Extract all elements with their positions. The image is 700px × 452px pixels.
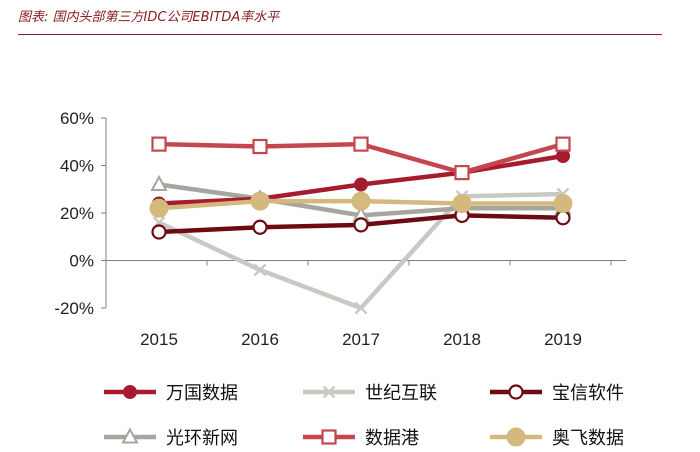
legend-item: 万国数据	[104, 383, 238, 404]
series-5	[151, 136, 571, 181]
data-point	[252, 138, 268, 155]
legend-label: 宝信软件	[552, 383, 624, 404]
data-point	[250, 191, 270, 211]
marker-stroke	[322, 385, 336, 399]
legend-item: 宝信软件	[490, 383, 624, 404]
legend-item: 奥飞数据	[490, 427, 624, 449]
y-tick-label: 20%	[60, 204, 94, 223]
data-point	[555, 210, 571, 226]
legend-label: 光环新网	[166, 428, 238, 449]
data-point	[150, 174, 168, 191]
legend-label: 万国数据	[166, 383, 238, 404]
data-point	[454, 165, 470, 181]
chart-axes: -20% 0% 20% 40% 60% 2015 2016 2017 2018 2019	[54, 109, 626, 349]
data-point	[351, 191, 371, 211]
legend-marker	[506, 427, 526, 447]
marker-stroke	[354, 301, 368, 315]
data-point	[149, 198, 169, 218]
data-point	[353, 136, 369, 152]
legend-item: 数据港	[303, 428, 419, 449]
legend-label: 世纪互联	[365, 383, 437, 404]
chart-series	[149, 136, 573, 315]
y-tick-label: 40%	[60, 157, 94, 176]
x-tick-label: 2015	[140, 330, 178, 349]
legend-marker	[321, 429, 337, 445]
x-tick-label: 2016	[241, 330, 279, 349]
data-point	[553, 194, 573, 213]
figure-title: 图表: 国内头部第三方IDC公司EBITDA率水平	[18, 10, 280, 25]
legend-label: 数据港	[365, 428, 419, 449]
data-point	[252, 219, 268, 235]
series-6	[149, 191, 573, 218]
data-point	[452, 194, 472, 213]
y-tick-label: 0%	[69, 252, 94, 271]
legend-item: 世纪互联	[303, 383, 437, 404]
data-point	[253, 263, 267, 277]
x-tick-label: 2017	[342, 330, 380, 349]
x-tick-label: 2019	[544, 330, 582, 349]
data-point	[354, 177, 368, 192]
marker-stroke	[253, 263, 267, 277]
data-point	[151, 224, 167, 240]
data-point	[354, 301, 368, 315]
y-tick-label: -20%	[54, 299, 94, 318]
title-divider	[18, 34, 662, 35]
legend-label: 奥飞数据	[552, 428, 624, 449]
legend-marker	[123, 385, 137, 399]
legend-marker	[508, 384, 524, 400]
data-point	[151, 136, 167, 152]
y-tick-label: 60%	[60, 109, 94, 128]
legend-marker	[322, 385, 336, 399]
x-tick-label: 2018	[443, 330, 481, 349]
legend-marker	[121, 427, 139, 444]
data-point	[353, 217, 369, 233]
legend-item: 光环新网	[104, 427, 238, 449]
data-point	[555, 136, 571, 152]
